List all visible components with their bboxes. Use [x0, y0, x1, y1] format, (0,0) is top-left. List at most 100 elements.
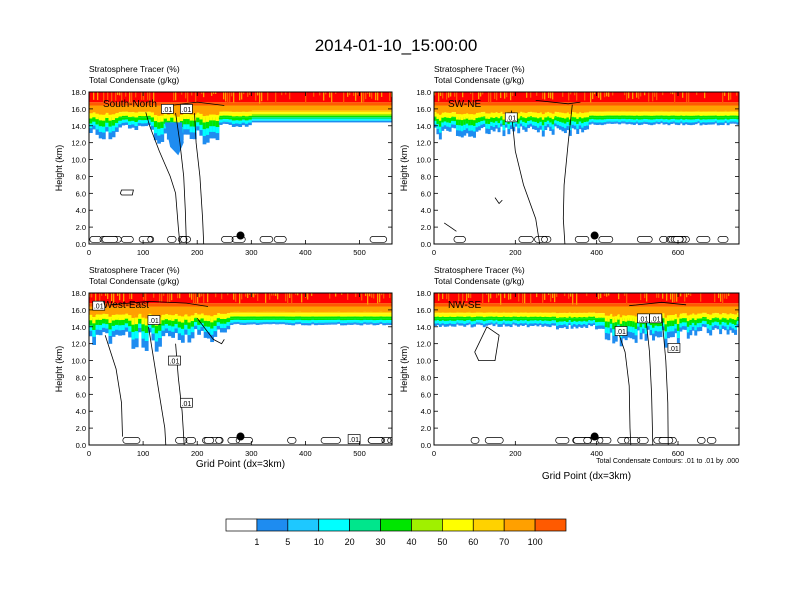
tracer-intrusion	[492, 120, 496, 128]
tracer-intrusion	[524, 314, 528, 317]
tracer-intrusion	[131, 113, 135, 117]
tracer-intrusion	[534, 318, 537, 321]
condensate-contour	[110, 300, 209, 307]
tracer-intrusion	[664, 314, 668, 325]
tracer-intrusion	[704, 314, 708, 318]
tracer-intrusion	[729, 323, 733, 331]
tracer-intrusion	[694, 113, 698, 116]
tracer-intrusion	[497, 323, 501, 327]
tracer-intrusion	[531, 122, 535, 130]
tracer-intrusion	[206, 318, 211, 327]
tracer-intrusion	[353, 323, 357, 325]
tracer-intrusion	[634, 310, 638, 317]
tracer-intrusion	[563, 120, 567, 129]
tracer-intrusion	[679, 318, 683, 324]
tracer-intrusion	[186, 113, 191, 120]
tracer-intrusion	[546, 109, 550, 112]
tracer-intrusion	[356, 314, 361, 317]
tracer-intrusion	[314, 321, 318, 323]
tracer-intrusion	[586, 109, 590, 113]
condensate-contour	[653, 437, 674, 444]
tracer-intrusion	[222, 117, 226, 119]
tracer-intrusion	[649, 310, 653, 315]
tracer-intrusion	[647, 323, 651, 330]
tracer-intrusion	[473, 109, 476, 115]
tracer-intrusion	[470, 109, 474, 115]
tracer-intrusion	[694, 109, 698, 112]
tracer-streak	[221, 293, 223, 300]
tracer-intrusion	[541, 318, 545, 321]
condensate-contour	[706, 437, 717, 444]
tracer-intrusion	[245, 314, 250, 317]
tracer-streak	[598, 293, 600, 300]
tracer-intrusion	[235, 109, 239, 112]
tracer-intrusion	[271, 323, 276, 324]
tracer-streak	[478, 92, 480, 100]
tracer-intrusion	[671, 310, 675, 316]
tracer-intrusion	[592, 321, 596, 323]
tracer-streak	[638, 92, 640, 99]
contour-label: .01	[639, 316, 649, 323]
condensate-contour	[170, 101, 225, 106]
tracer-streak	[662, 92, 664, 96]
tracer-intrusion	[225, 120, 230, 122]
tracer-intrusion	[134, 109, 139, 113]
tracer-intrusion	[724, 122, 728, 124]
colorbar: 1 5 10 20 30 40 50 60 70 100	[225, 518, 567, 547]
tracer-intrusion	[604, 314, 608, 322]
condensate-contour	[659, 236, 669, 243]
tracer-intrusion	[468, 318, 472, 320]
tracer-intrusion	[154, 310, 159, 319]
tracer-intrusion	[199, 113, 204, 120]
tracer-intrusion	[362, 321, 367, 323]
tracer-intrusion	[487, 310, 491, 312]
tracer-streak	[454, 92, 456, 97]
tracer-intrusion	[669, 318, 673, 327]
tracer-intrusion	[362, 318, 367, 320]
condensate-contour	[185, 437, 197, 444]
tracer-band	[89, 115, 392, 118]
tracer-intrusion	[229, 323, 234, 325]
tracer-intrusion	[595, 120, 599, 123]
tracer-intrusion	[114, 117, 119, 123]
tracer-intrusion	[674, 122, 678, 125]
tracer-intrusion	[248, 122, 252, 126]
tracer-intrusion	[686, 318, 690, 327]
tracer-intrusion	[356, 318, 361, 320]
tracer-intrusion	[578, 113, 582, 118]
tracer-intrusion	[124, 109, 129, 112]
tracer-intrusion	[434, 113, 437, 117]
tracer-intrusion	[560, 314, 564, 318]
tracer-intrusion	[637, 109, 641, 112]
tracer-streak	[271, 293, 273, 296]
tracer-streak	[592, 92, 594, 100]
tracer-intrusion	[706, 117, 710, 120]
tracer-intrusion	[473, 314, 476, 317]
tracer-intrusion	[521, 321, 525, 324]
tracer-intrusion	[455, 310, 459, 312]
tracer-intrusion	[507, 310, 511, 313]
tracer-intrusion	[482, 122, 486, 127]
tracer-intrusion	[213, 321, 218, 332]
tracer-streak	[119, 92, 121, 96]
tracer-intrusion	[241, 117, 246, 120]
tracer-intrusion	[613, 117, 617, 119]
tracer-intrusion	[218, 120, 223, 123]
tracer-intrusion	[186, 117, 191, 125]
tracer-intrusion	[193, 310, 198, 314]
tracer-intrusion	[147, 109, 152, 112]
tracer-intrusion	[475, 109, 479, 113]
tracer-intrusion	[343, 310, 348, 313]
tracer-intrusion	[573, 310, 577, 313]
condensate-contour	[535, 100, 581, 105]
tracer-intrusion	[448, 321, 452, 324]
tracer-intrusion	[434, 310, 437, 313]
tracer-intrusion	[131, 318, 136, 332]
tracer-intrusion	[173, 109, 178, 116]
tracer-intrusion	[687, 109, 691, 112]
condensate-contour	[562, 104, 573, 244]
tracer-intrusion	[714, 113, 718, 116]
tracer-intrusion	[731, 113, 735, 116]
condensate-contour	[697, 437, 706, 444]
